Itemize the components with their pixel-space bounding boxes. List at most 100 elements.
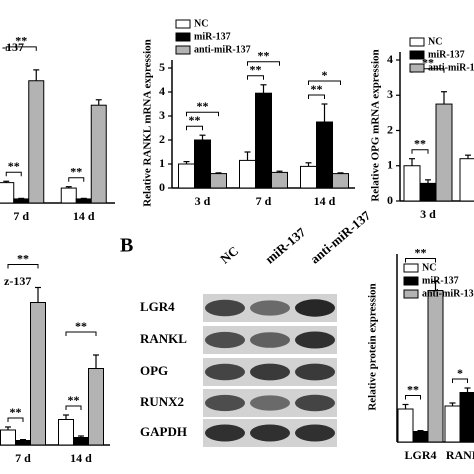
bar [419,182,437,202]
bar [427,290,444,443]
significance-label: ** [70,164,82,178]
legend-swatch [175,32,191,42]
x-tick-label: 7 d [256,194,272,208]
y-tick-label: 2 [159,132,165,146]
legend-label: anti-miR-137 [194,44,251,55]
blot-band [295,299,335,317]
x-tick-label: 14 d [314,194,336,208]
legend-swatch [175,19,191,29]
significance-label: * [322,68,328,82]
significance-label: ** [17,251,29,265]
x-tick-label: 7 d [13,209,29,223]
significance-bracket [308,94,325,99]
legend-label: miR-137 [422,275,459,286]
blot-column-label: NC [217,243,241,267]
blot-band [205,394,245,412]
bar [13,198,30,204]
bar [459,392,474,443]
blot-band [295,363,335,381]
bar [73,437,89,446]
bar [403,165,421,202]
significance-bracket [411,149,429,154]
y-tick-label: 3 [387,87,393,101]
significance-label: ** [258,49,270,63]
y-axis-label: Relative protein expression [367,283,379,410]
y-tick-label: 1 [387,158,393,172]
significance-label: ** [415,245,427,259]
bar [88,368,104,446]
significance-bracket [186,111,219,117]
significance-label: ** [197,99,209,113]
blot-band [250,363,290,381]
y-tick-label: 0 [387,193,393,207]
x-tick-label: 14 d [70,451,92,465]
bar [397,408,414,443]
significance-label: ** [75,319,87,333]
bar [316,121,333,189]
y-axis-label: Relative RANKL mRNA expression [142,39,154,207]
legend-label: miR-137 [428,49,465,60]
blot-band [250,424,290,442]
blot-row-label: RUNX2 [140,394,184,409]
significance-label: ** [311,82,323,96]
bar [28,80,45,204]
significance-label: ** [407,382,419,396]
bar [0,429,16,446]
bar [459,158,474,202]
legend-swatch [409,63,425,73]
y-tick-label: 5 [159,60,165,74]
legend-label: NC [428,36,442,47]
x-tick-label: 3 d [420,207,436,221]
x-tick-label: 3 d [195,194,211,208]
blot-column-label: miR-137 [262,224,309,266]
x-tick-label: 7 d [15,451,31,465]
significance-label: ** [414,136,426,150]
significance-bracket [405,258,436,263]
significance-bracket [5,171,22,177]
significance-bracket [405,395,421,400]
bar [255,92,272,189]
significance-label: ** [189,113,201,127]
significance-bracket [7,264,39,269]
bar [194,139,211,189]
bar [0,182,15,204]
legend-swatch [403,276,419,286]
significance-label: ** [8,159,20,173]
legend-label: miR-137 [194,31,231,42]
legend-swatch [403,263,419,273]
bar [271,171,288,189]
significance-bracket [247,61,280,66]
bar [444,405,461,443]
significance-bracket [68,177,85,182]
x-tick-label: LGR4 [404,448,436,462]
blot-band [250,300,290,316]
significance-bracket [5,46,37,51]
blot-band [205,424,245,442]
significance-label: ** [250,63,262,77]
legend-swatch [403,289,419,299]
y-tick-label: 0 [159,180,165,194]
blot-band [205,299,245,317]
blot-band [295,331,335,349]
significance-bracket [452,378,468,383]
legend-label: NC [194,18,208,29]
x-tick-label: RANKL [446,448,474,462]
bar [239,159,256,189]
blot-row-label: LGR4 [140,299,175,314]
blot-row-label: GAPDH [140,424,187,439]
legend-swatch [175,45,191,55]
bar [58,419,74,446]
significance-label: ** [15,34,27,48]
significance-label: ** [10,405,22,419]
blot-row-label: OPG [140,363,168,378]
y-tick-label: 4 [159,84,165,98]
legend-label: anti-miR-137 [428,62,474,73]
bar [90,104,107,204]
bar [210,173,227,189]
panel-label: B [120,235,133,257]
significance-bracket [247,75,264,80]
significance-label: ** [422,55,434,69]
y-tick-label: 2 [387,122,393,136]
